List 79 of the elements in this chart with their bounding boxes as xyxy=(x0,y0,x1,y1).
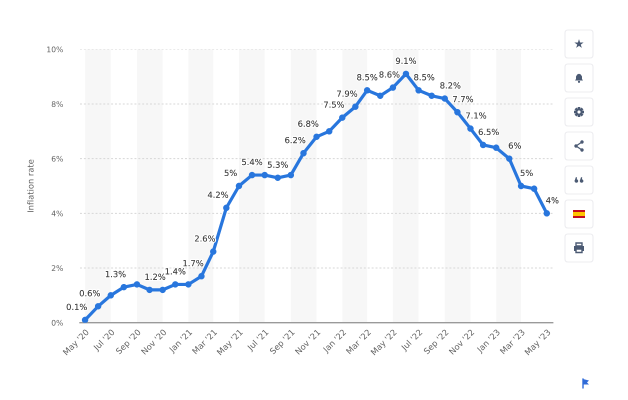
data-label: 1.4% xyxy=(166,268,186,274)
point xyxy=(262,172,268,178)
point xyxy=(402,70,410,78)
data-label: 6.8% xyxy=(298,120,318,127)
point xyxy=(185,281,192,288)
data-label: 8.6% xyxy=(379,71,400,78)
point xyxy=(352,104,359,110)
point xyxy=(544,210,550,217)
point xyxy=(530,186,538,192)
x-tick-label: Mar '22 xyxy=(346,328,372,354)
data-label: 1.2% xyxy=(145,274,166,280)
data-label: 8.2% xyxy=(440,82,460,89)
data-label: 4% xyxy=(546,197,558,204)
point xyxy=(274,174,281,181)
data-label: 7.7% xyxy=(453,96,474,102)
x-tick-label: Jul '22 xyxy=(400,328,424,352)
data-label: 7.5% xyxy=(324,101,344,108)
x-tick-label: Nov '22 xyxy=(448,328,474,355)
data-label: 6.2% xyxy=(285,136,306,144)
point xyxy=(146,286,153,294)
data-label: 8.5% xyxy=(414,74,434,80)
x-tick-label: Jul '21 xyxy=(246,328,270,352)
x-tick-label: Sep '21 xyxy=(269,328,296,356)
data-label: 0.6% xyxy=(80,290,100,296)
point xyxy=(198,273,205,280)
point xyxy=(442,95,448,102)
data-label: 7.9% xyxy=(337,90,358,97)
x-tick-label: Sep '22 xyxy=(423,328,450,356)
point xyxy=(172,281,178,288)
data-label: 5.4% xyxy=(242,158,262,166)
point xyxy=(94,303,102,310)
point xyxy=(248,172,256,178)
point xyxy=(415,87,422,94)
x-tick-label: Jan '21 xyxy=(168,328,194,354)
point xyxy=(364,87,370,94)
data-label: 9.1% xyxy=(396,58,416,64)
point xyxy=(480,142,486,148)
point xyxy=(428,92,435,99)
x-tick-label: Jan '22 xyxy=(322,328,348,354)
data-label: 0.1% xyxy=(66,304,87,310)
point xyxy=(467,125,474,132)
point xyxy=(313,134,320,140)
x-tick-label: Mar '21 xyxy=(192,328,218,354)
point xyxy=(493,144,500,151)
point xyxy=(82,316,88,323)
point xyxy=(300,150,307,156)
data-label: 6% xyxy=(508,142,521,149)
point xyxy=(159,286,166,294)
data-label: 6.5% xyxy=(478,128,499,136)
data-label: 7.1% xyxy=(466,112,486,119)
point xyxy=(518,182,524,190)
point xyxy=(120,284,128,290)
x-tick-label: Sep '20 xyxy=(115,328,142,356)
point xyxy=(236,182,242,190)
point xyxy=(339,114,346,121)
point xyxy=(210,248,216,255)
data-label: 1.3% xyxy=(106,270,126,278)
data-label: 5% xyxy=(224,170,237,176)
data-label: 4.2% xyxy=(208,192,228,198)
y-axis-title: Inflation rate xyxy=(27,160,34,212)
point xyxy=(223,204,230,212)
x-tick-label: Jan '23 xyxy=(476,328,502,354)
point xyxy=(108,292,114,299)
point xyxy=(454,108,461,116)
data-label: 8.5% xyxy=(357,74,378,80)
x-tick-label: Nov '21 xyxy=(294,328,321,355)
data-label: 5.3% xyxy=(268,162,288,168)
point xyxy=(134,281,140,288)
point xyxy=(390,84,396,91)
data-label: 5% xyxy=(520,170,533,176)
point xyxy=(326,128,332,135)
point xyxy=(377,92,384,99)
x-tick-label: Jul '20 xyxy=(92,328,116,352)
point xyxy=(506,155,512,162)
data-label: 1.7% xyxy=(183,260,204,266)
point xyxy=(288,172,294,178)
x-tick-label: Mar '23 xyxy=(500,328,526,354)
x-tick-label: Nov '20 xyxy=(140,328,167,355)
data-label: 2.6% xyxy=(194,235,216,242)
